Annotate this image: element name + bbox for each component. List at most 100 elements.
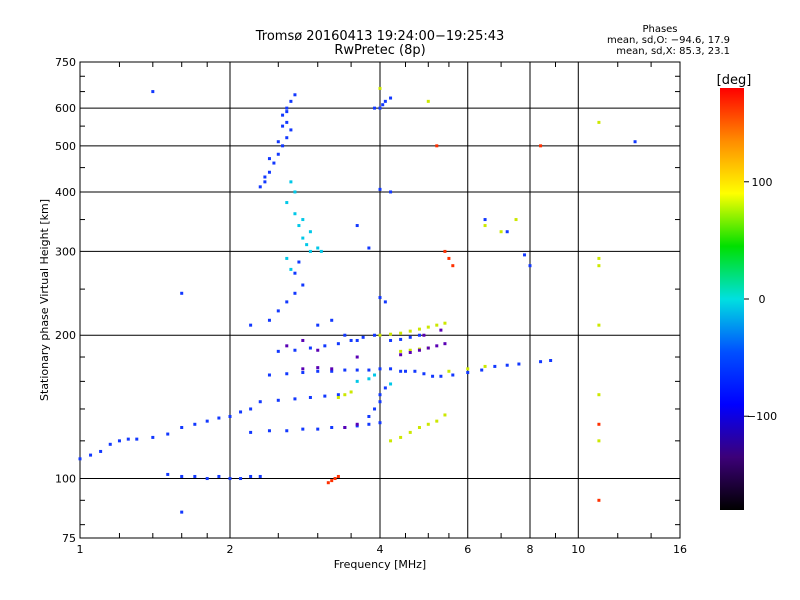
echo-point [336,474,340,478]
echo-point [408,350,412,354]
echo-point [378,393,382,397]
echo-point [301,371,305,375]
echo-point [378,367,382,371]
x-tick-label: 1 [77,543,84,556]
echo-point [293,93,297,97]
echo-point [389,190,393,194]
echo-point [539,144,543,148]
echo-point [443,321,447,325]
echo-point [285,110,289,114]
echo-point [301,218,305,222]
colorbar-tick-label: 100 [752,176,773,189]
colorbar-tick-labels: 100 0 −100 [744,176,777,423]
echo-point [373,373,377,377]
echo-point [276,309,280,313]
echo-point [483,364,487,368]
echo-point [514,218,518,222]
echo-point [493,364,497,368]
x-tick-label: 8 [527,543,534,556]
echo-point [108,442,112,446]
echo-point [263,180,267,184]
echo-point [505,363,509,367]
echo-point [431,374,435,378]
echo-point [293,397,297,401]
echo-point [447,256,451,260]
echo-point [289,180,293,184]
echo-point [383,99,387,103]
echo-point [483,218,487,222]
echo-point [549,358,553,362]
echo-point [343,393,347,397]
echo-point [378,421,382,425]
x-axis-label: Frequency [MHz] [334,558,426,571]
echo-point [435,344,439,348]
echo-point [355,355,359,359]
echo-point [343,425,347,429]
echo-point [258,400,262,404]
y-tick-label: 500 [55,140,76,153]
echo-point [289,99,293,103]
echo-point [597,323,601,327]
echo-point [239,410,243,414]
echo-point [505,230,509,234]
echo-point [399,353,403,357]
x-tick-labels: 1 2 4 6 8 10 16 [77,543,688,556]
echo-point [180,291,184,295]
echo-point [293,291,297,295]
echo-point [378,106,382,110]
echo-point [355,224,359,228]
echo-point [308,230,312,234]
echo-point [373,106,377,110]
echo-point [285,106,289,110]
y-axis-label: Stationary phase Virtual Height [km] [38,199,51,401]
echo-point [367,377,371,381]
echo-point [373,333,377,337]
echo-point [180,474,184,478]
echo-point [399,337,403,341]
echo-point [349,338,353,342]
echo-point [483,224,487,228]
echo-point [417,327,421,331]
echo-point [408,329,412,333]
echo-point [355,422,359,426]
echo-point [285,300,289,304]
x-tick-label: 4 [377,543,384,556]
echo-point [466,371,470,375]
echo-point [451,264,455,268]
echo-point [205,419,209,423]
echo-point [193,474,197,478]
echo-point [272,161,276,165]
echo-point [319,249,323,253]
echo-point [285,429,289,433]
echo-point [408,348,412,352]
echo-point [316,366,320,370]
echo-point [263,175,267,179]
echo-point [355,368,359,372]
echo-point [426,99,430,103]
echo-point [336,342,340,346]
echo-point [383,300,387,304]
echo-point [276,152,280,156]
y-tick-label: 75 [62,532,76,545]
echo-point [389,382,393,386]
echo-point [249,474,253,478]
echo-point [285,201,289,205]
chart-title: Tromsø 20160413 19:24:00−19:25:43 [255,29,505,44]
echo-point [276,349,280,353]
y-tick-labels: 75 100 200 300 400 500 600 750 [55,56,76,545]
echo-point [117,439,121,443]
echo-point [426,346,430,350]
echo-point [285,120,289,124]
y-tick-label: 600 [55,102,76,115]
colorbar [720,88,744,510]
echo-point [378,333,382,337]
echo-point [276,140,280,144]
echo-point [523,253,527,257]
echo-point [378,296,382,300]
echo-point [205,477,209,481]
echo-point [447,369,451,373]
echo-point [249,407,253,411]
echo-point [289,128,293,132]
echo-point [308,249,312,253]
echo-point [435,144,439,148]
